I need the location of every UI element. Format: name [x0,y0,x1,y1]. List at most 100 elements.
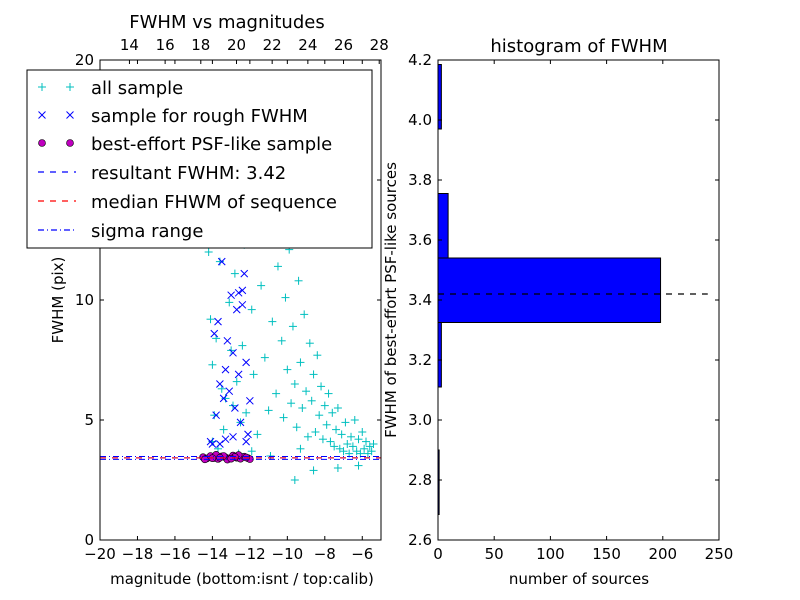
all-sample-point [333,404,342,412]
x-tick-label: −12 [234,545,266,563]
y-tick-label: 5 [84,411,94,429]
all-sample-point [287,399,296,408]
top-x-tick-label: 20 [227,36,246,54]
all-sample-point [311,428,320,436]
legend-box [26,69,373,249]
all-sample-point [362,437,371,446]
scatter-plot-area [199,72,378,484]
scatter-points [199,72,378,484]
rough-sample-point [231,404,239,412]
histogram-bar [437,193,449,259]
y-tick-label: 20 [75,51,94,69]
scatter-panel: −20−18−16−14−12−10−8−6 05101520 14161820… [26,12,389,588]
rough-sample-point [208,440,217,448]
all-sample-point [300,310,309,319]
scatter-x-axis-label: magnitude (bottom:isnt / top:calib) [110,570,374,588]
top-x-tick-label: 24 [298,36,317,54]
all-sample-point [337,430,346,439]
all-sample-point [247,305,256,314]
top-x-tick-label: 26 [334,36,353,54]
y-tick-label: 2.6 [408,531,432,549]
legend-marker [38,111,46,119]
rough-sample-point [246,396,254,405]
rough-sample-point [232,305,241,314]
rough-sample-point [216,440,224,448]
all-sample-point [309,466,318,475]
top-x-tick-label: 18 [191,36,210,54]
legend-label-rough-sample: sample for rough FWHM [91,106,308,127]
histogram-bar [437,64,442,130]
all-sample-point [333,464,342,472]
top-x-tick-label: 16 [156,36,175,54]
legend-swatches [38,83,76,231]
all-sample-point [367,447,376,456]
all-sample-point [320,401,329,410]
legend-label-psf-sample: best-effort PSF-like sample [91,134,332,155]
top-x-tick-label: 22 [263,36,282,54]
all-sample-point [354,461,363,470]
all-sample-point [290,476,299,484]
x-tick-label: −10 [272,545,304,563]
x-tick-label: 100 [536,545,565,563]
all-sample-point [343,440,352,448]
all-sample-point [317,382,326,391]
histogram-y-axis: 2.6 2.8 3.0 3.2 3.4 3.6 3.8 4.0 4.2 [408,51,719,549]
x-tick-label: 0 [433,545,443,563]
all-sample-point [242,408,251,417]
rough-sample-point [210,329,219,338]
all-sample-point [210,411,219,420]
all-sample-point [292,423,301,432]
all-sample-point [328,408,337,417]
y-tick-label: 3.0 [408,411,432,429]
y-tick-label: 3.8 [408,171,432,189]
all-sample-point [294,276,303,285]
all-sample-point [283,365,292,374]
all-sample-point [219,425,228,434]
rough-sample-point [212,411,221,420]
rough-sample-point [234,370,243,379]
rough-sample-point [225,387,234,396]
all-sample-point [332,425,341,434]
all-sample-point [322,420,331,429]
all-sample-point [341,418,350,427]
x-tick-label: −20 [84,545,116,563]
all-sample-point [249,370,258,379]
bottom-x-axis: −20 −18 −16 −14 −12 −10 −8 −6 [84,60,373,563]
all-sample-point [268,317,277,326]
top-x-axis: 14 16 18 20 22 24 26 28 [120,36,389,64]
top-x-tick-label: 28 [370,36,389,54]
all-sample-point [326,437,335,446]
rough-sample-point [240,269,249,278]
rough-sample-point [229,348,237,357]
all-sample-point [309,370,318,379]
all-sample-point [324,389,333,398]
y-tick-label: 2.8 [408,471,432,489]
legend-marker [38,139,46,147]
histogram-x-axis-label: number of sources [509,570,649,588]
all-sample-point [204,248,213,256]
x-tick-label: −8 [314,545,336,563]
legend: all sample sample for rough FWHM best-ef… [26,69,373,249]
all-sample-point [330,442,339,451]
all-sample-point [277,336,286,345]
rough-sample-point [229,432,237,441]
top-x-tick-label: 14 [120,36,139,54]
x-tick-label: −18 [122,545,154,563]
legend-marker [66,139,74,147]
all-sample-point [238,341,247,350]
all-sample-point [225,298,234,307]
rough-sample-point [227,291,235,300]
all-sample-point [298,404,307,412]
all-sample-point [273,262,282,271]
legend-label-median-fwhm: median FHWM of sequence [91,192,337,213]
all-sample-point [221,394,230,403]
y-tick-label: 0 [84,531,94,549]
all-sample-point [318,435,327,444]
histogram-bars [437,64,662,515]
y-tick-label: 3.6 [408,231,432,249]
x-tick-label: 250 [705,545,734,563]
x-tick-label: 200 [648,545,677,563]
histogram-y-axis-label: FWHM of best-effort PSF-like sources [382,162,400,438]
rough-sample-point [217,257,226,266]
rough-sample-point [223,336,232,345]
